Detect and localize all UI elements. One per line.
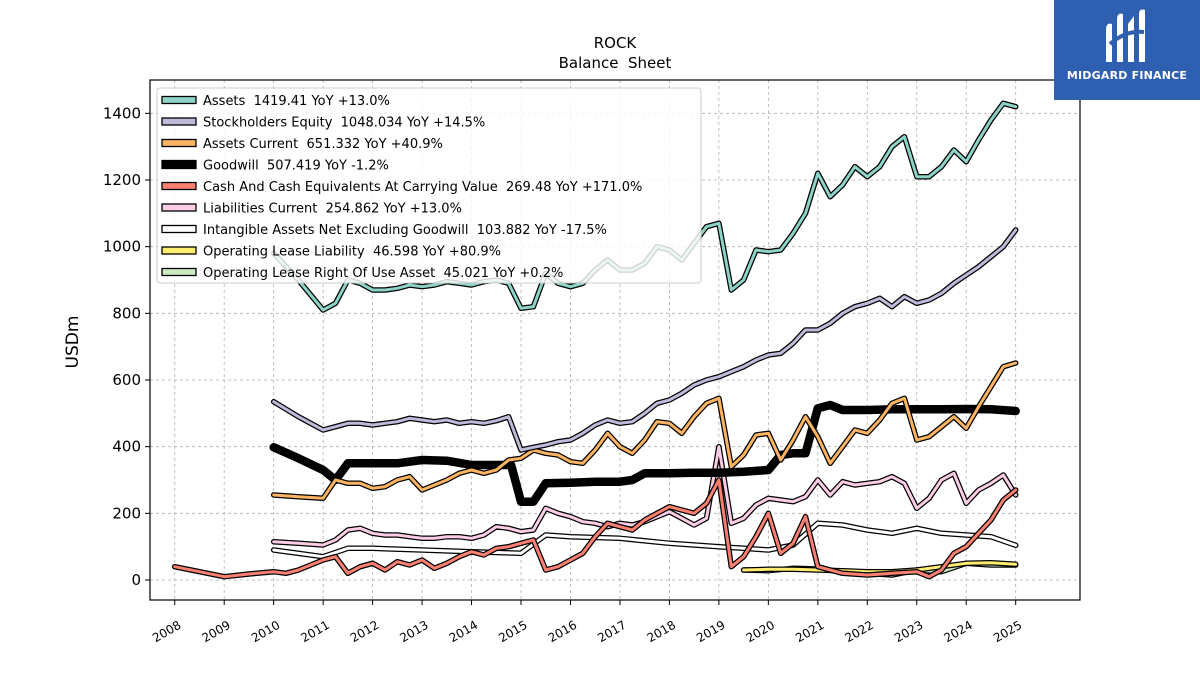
x-tick-label: 2022 [843,618,876,645]
x-tick-label: 2016 [546,618,579,645]
y-tick-label: 1200 [103,171,141,189]
legend-entry: Stockholders Equity 1048.034 YoY +14.5% [203,116,485,131]
series-operating-lease-liability [740,559,1019,575]
legend-swatch [161,246,197,255]
x-tick-label: 2013 [397,618,430,645]
x-tick-label: 2010 [249,618,282,645]
logo-mark-icon [1106,9,1145,63]
legend-swatch [161,95,197,105]
legend-entry: Operating Lease Liability 46.598 YoY +80… [203,245,501,260]
legend-entry: Liabilities Current 254.862 YoY +13.0% [203,202,462,217]
x-tick-label: 2020 [744,618,777,645]
y-tick-label: 1400 [103,104,141,122]
chart-title: ROCK [594,34,638,52]
series-goodwill [269,400,1020,506]
x-tick-label: 2021 [793,618,826,645]
legend-swatch [161,159,197,170]
legend-swatch [161,267,197,277]
x-tick-label: 2025 [991,618,1024,645]
series-line [272,445,1018,547]
x-tick-label: 2011 [298,618,331,645]
y-axis-label: USDm [63,316,83,369]
legend-box [156,87,702,284]
y-tick-label: 400 [112,438,141,456]
x-tick-label: 2018 [645,618,678,645]
x-tick-label: 2024 [941,618,974,645]
y-tick-label: 800 [112,304,141,322]
x-tick-label: 2019 [694,618,727,645]
legend-entry: Intangible Assets Net Excluding Goodwill… [203,223,607,238]
x-tick-label: 2012 [348,618,381,645]
legend-entry: Goodwill 507.419 YoY -1.2% [203,159,389,174]
series-cash-and-cash-equivalents-at-carrying-value [171,477,1019,580]
legend-swatch [161,224,197,234]
x-tick-label: 2009 [199,618,232,645]
series-intangible-assets-net-excluding-goodwill [270,520,1019,560]
y-tick-label: 200 [112,504,141,522]
series-line [173,478,1018,579]
legend-entry: Assets Current 651.332 YoY +40.9% [203,137,443,152]
series-line [272,361,1018,500]
y-tick-label: 600 [112,371,141,389]
y-tick-label: 1000 [103,238,141,256]
chart-subtitle: Balance Sheet [559,54,672,72]
legend-entry: Cash And Cash Equivalents At Carrying Va… [203,180,642,195]
series-line [270,402,1019,505]
series-assets-current [270,360,1019,502]
legend-swatch [161,181,197,191]
y-tick-label: 0 [131,571,141,589]
legend-entry: Assets 1419.41 YoY +13.0% [203,94,390,109]
series-line [272,228,1018,452]
logo-text: MIDGARD FINANCE [1066,69,1188,82]
series-liabilities-current [270,443,1019,548]
x-tick-label: 2023 [892,618,925,645]
x-tick-label: 2015 [496,618,529,645]
legend-swatch [161,203,197,212]
series-layer [171,100,1020,580]
x-tick-label: 2017 [595,618,628,645]
plot-frame [149,79,1081,601]
legend: Assets 1419.41 YoY +13.0% Stockholders Eq… [156,87,702,284]
x-tick-label: 2008 [150,618,183,645]
midgard-finance-logo: MIDGARD FINANCE [1054,0,1200,100]
series-stockholders-equity [270,227,1019,453]
x-tick-label: 2014 [447,618,480,645]
legend-entry: Operating Lease Right Of Use Asset 45.02… [203,266,563,281]
legend-swatch [161,117,197,126]
legend-swatch [161,138,197,148]
